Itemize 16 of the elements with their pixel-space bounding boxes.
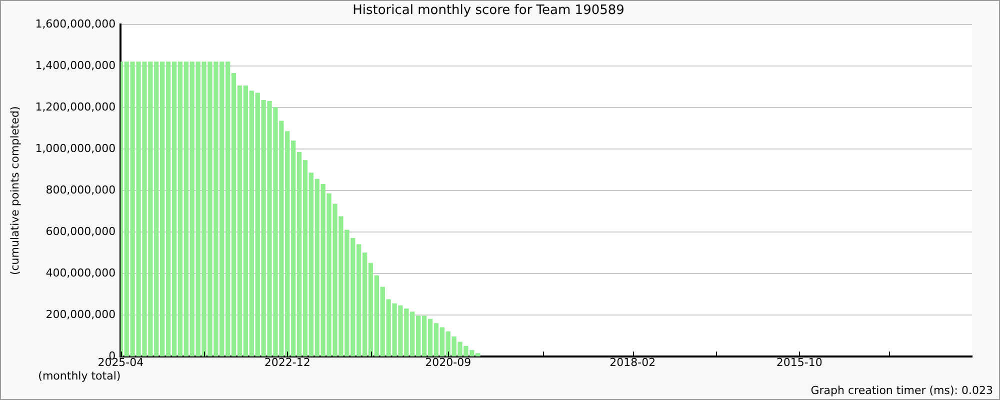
y-tick-label: 600,000,000 — [46, 224, 116, 238]
y-tick-label: 1,200,000,000 — [35, 100, 116, 114]
x-tick-label: 2015-10 — [776, 356, 822, 370]
y-tick-label: 400,000,000 — [46, 266, 116, 280]
text: Graph creation timer (ms): 0.023 — [810, 384, 993, 397]
x-tick-label: 2020-09 — [425, 356, 472, 370]
y-tick-label: 1,400,000,000 — [35, 58, 116, 72]
y-tick-label: 200,000,000 — [46, 308, 116, 321]
y-tick-label: 800,000,000 — [46, 183, 116, 196]
chart-title: Historical monthly score for Team 190589 — [352, 3, 624, 18]
y-axis-title: (cumulative points completed) — [8, 106, 22, 276]
x-axis-title: (monthly total) — [38, 369, 121, 382]
y-tick-label: 1,600,000,000 — [35, 17, 116, 30]
x-tick-label: 2022-12 — [264, 356, 310, 370]
y-tick-label: 1,000,000,000 — [35, 142, 116, 155]
x-tick-label: 2018-02 — [610, 356, 656, 370]
